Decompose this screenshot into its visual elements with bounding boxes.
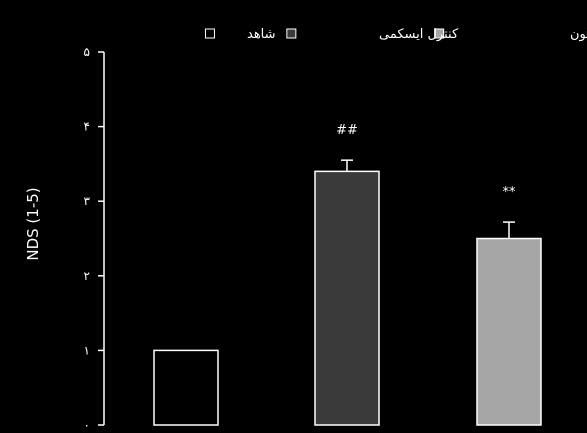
bars: ## ** — [153, 123, 542, 426]
legend: ایسکمی و روغن زیتون کنترل ایسکمی شاهد — [204, 27, 587, 42]
y-axis-title: NDS (1-5) — [24, 187, 42, 260]
y-axis-ticks: ٠ ١ ٢ ٣ ۴ ۵ — [84, 45, 104, 432]
y-tick-label: ۵ — [84, 45, 90, 59]
bar-2 — [314, 170, 380, 426]
legend-label: کنترل ایسکمی — [379, 27, 459, 42]
bar-3 — [476, 237, 542, 426]
legend-swatch — [286, 28, 297, 39]
y-tick-label: ٠ — [84, 418, 90, 432]
legend-swatch — [434, 28, 445, 39]
legend-label: شاهد — [247, 27, 276, 42]
significance-label: ** — [503, 185, 517, 200]
legend-label: ایسکمی و روغن زیتون — [570, 27, 587, 42]
bar-1 — [153, 349, 219, 426]
y-tick-label: ٢ — [84, 269, 90, 283]
y-tick-label: ۴ — [84, 120, 90, 134]
y-tick-label: ١ — [84, 343, 90, 357]
y-tick-label: ٣ — [84, 194, 91, 208]
significance-label: ## — [336, 123, 358, 138]
legend-swatch — [204, 28, 215, 39]
